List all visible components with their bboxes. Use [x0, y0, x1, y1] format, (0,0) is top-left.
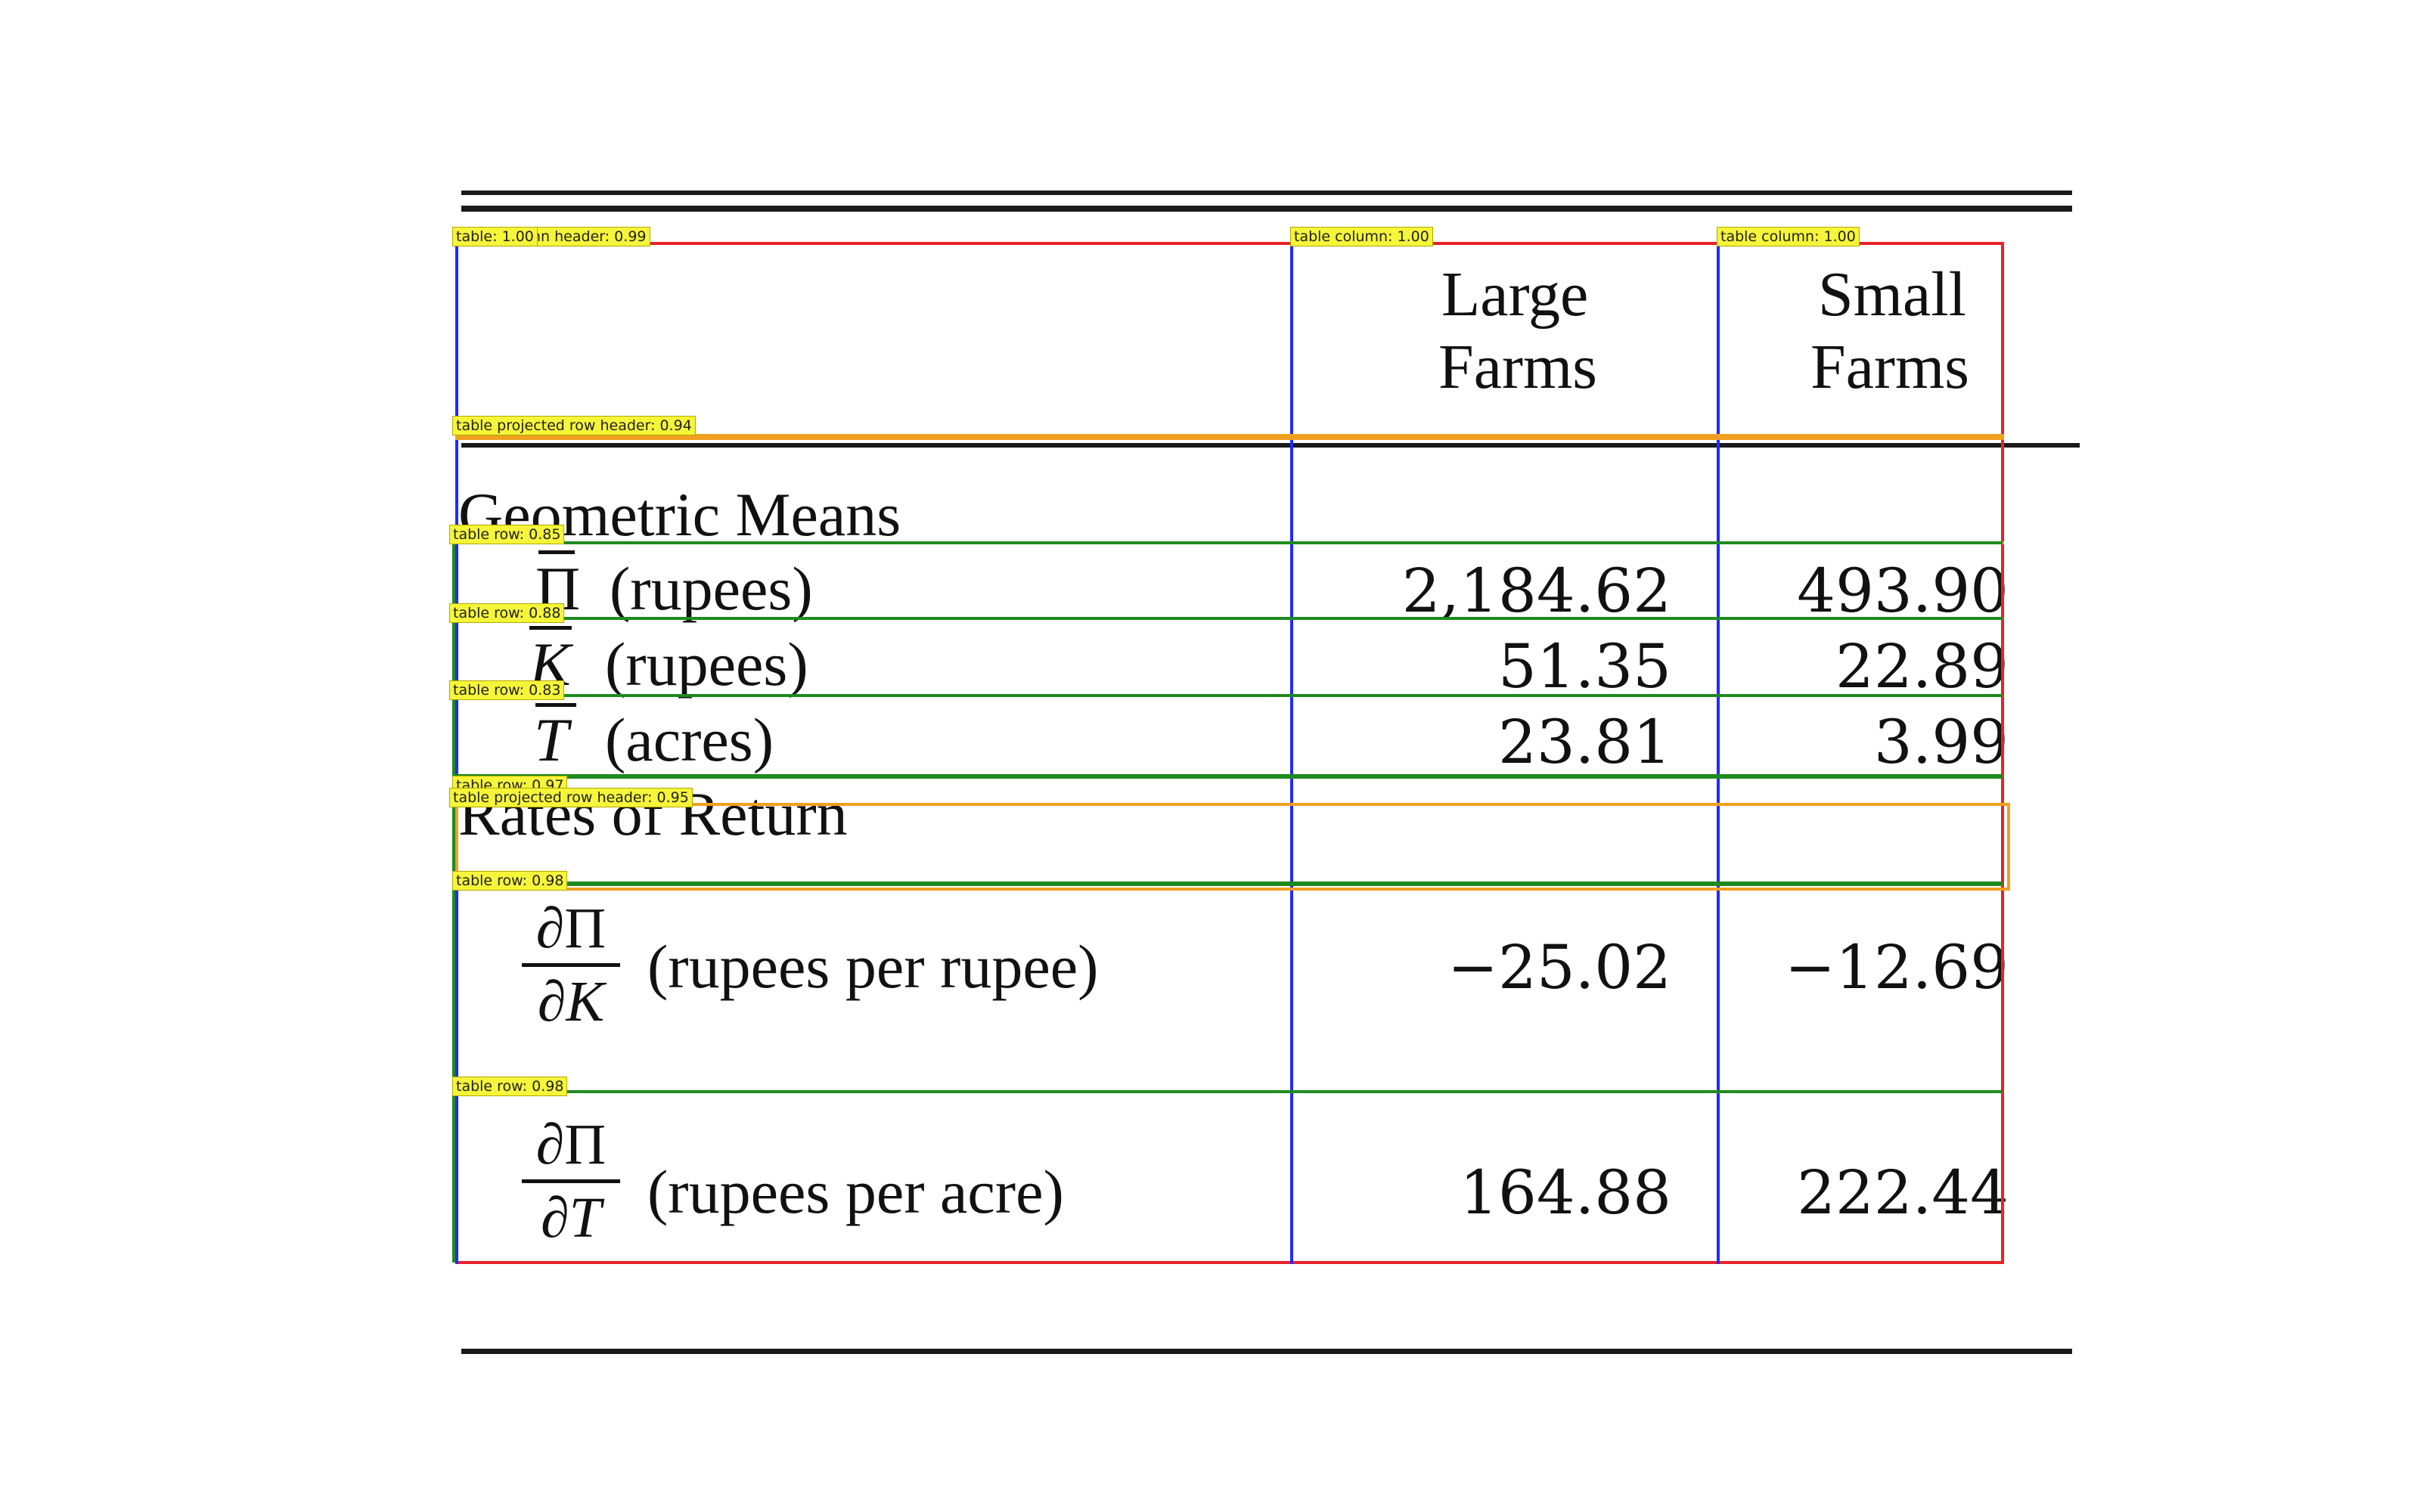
cell-small-dpi-dk: −12.69 [1784, 932, 2009, 1002]
fraction-denominator: ∂K [537, 970, 605, 1033]
label-projected-row-header-1: table projected row header: 0.94 [452, 416, 696, 435]
label-projected-row-header-2: table projected row header: 0.95 [449, 788, 693, 807]
label-row-3: table row: 0.83 [449, 680, 565, 700]
cell-small-t: 3.99 [1873, 707, 2009, 777]
row-detection-box-3 [452, 696, 2003, 777]
overbar-t [535, 703, 576, 707]
projected-row-header-box-2 [455, 803, 2010, 891]
label-column-2: table column: 1.00 [1717, 227, 1860, 246]
fraction-bar [522, 963, 620, 967]
overbar-pi [538, 550, 575, 554]
cell-small-dpi-dt: 222.44 [1797, 1157, 2009, 1228]
cell-large-pi: 2,184.62 [1401, 556, 1671, 626]
projected-row-header-box-1 [455, 437, 2004, 544]
fraction-numerator: ∂Π [535, 897, 607, 960]
fraction-dpi-dt: ∂Π ∂T [522, 1116, 620, 1247]
row-detection-box-1 [452, 541, 2003, 620]
fraction-numerator: ∂Π [535, 1113, 607, 1176]
label-row-2: table row: 0.88 [449, 603, 565, 623]
bottom-rule [461, 1349, 2072, 1354]
row-detection-box-2 [452, 618, 2003, 697]
cell-large-k: 51.35 [1497, 631, 1671, 702]
row-unit-rupees-per-acre: (rupees per acre) [647, 1157, 1064, 1226]
cell-small-k: 22.89 [1835, 631, 2009, 702]
cell-large-dpi-dt: 164.88 [1460, 1157, 1671, 1228]
row-unit-pi: (rupees) [610, 554, 813, 623]
row-unit-rupees-per-rupee: (rupees per rupee) [647, 932, 1099, 1001]
column-header-large-line2: Farms [1438, 332, 1597, 402]
row-symbol-t: T [534, 705, 569, 774]
top-rule-2 [461, 206, 2072, 212]
label-row-5: table row: 0.98 [452, 871, 568, 891]
column-header-small-line1: Small [1818, 259, 1967, 330]
fraction-denominator: ∂T [541, 1186, 601, 1250]
top-rule-1 [461, 191, 2072, 195]
label-row-6: table row: 0.98 [452, 1077, 568, 1096]
overbar-k [529, 626, 572, 630]
cell-small-pi: 493.90 [1797, 556, 2009, 626]
header-rule [461, 443, 2080, 448]
row-unit-k: (rupees) [605, 630, 808, 699]
label-table: table: 1.00 [452, 227, 538, 246]
label-column-1: table column: 1.00 [1290, 227, 1433, 246]
column-header-large-line1: Large [1441, 259, 1589, 330]
cell-large-dpi-dk: −25.02 [1447, 932, 1671, 1002]
column-header-detection-box [455, 242, 2004, 437]
row-detection-box-5 [452, 883, 2003, 1093]
fraction-dpi-dk: ∂Π ∂K [522, 900, 620, 1030]
fraction-bar [522, 1179, 620, 1183]
row-unit-t: (acres) [605, 705, 774, 774]
column-detection-box-0 [455, 242, 460, 1264]
label-row-1: table row: 0.85 [449, 525, 565, 544]
column-header-small-line2: Farms [1810, 332, 1969, 402]
cell-large-t: 23.81 [1497, 707, 1671, 777]
row-detection-box-6 [452, 1092, 2003, 1263]
column-detection-box-1 [1290, 242, 1720, 1264]
